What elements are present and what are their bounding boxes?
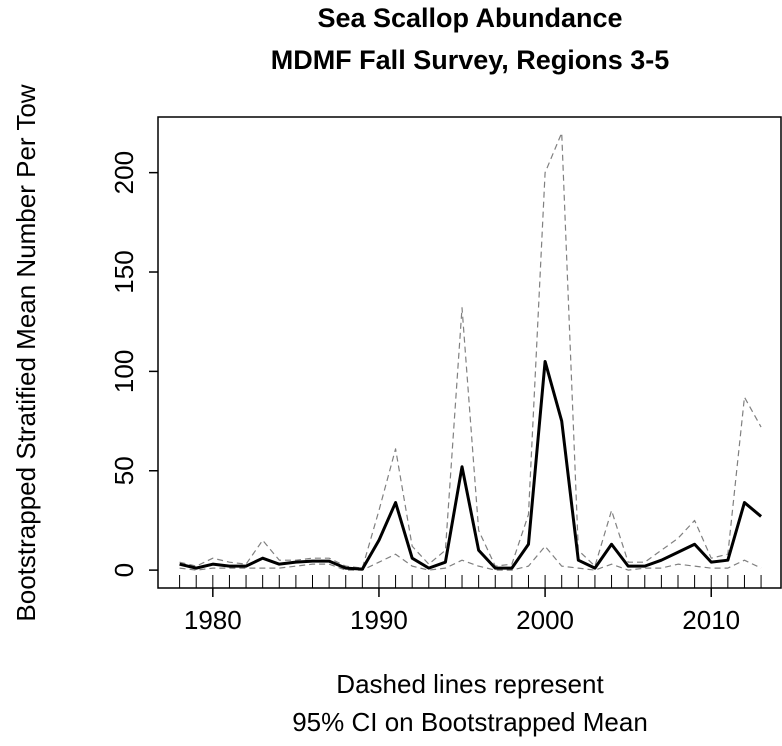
- x-tick-label: 1980: [184, 605, 242, 635]
- x-axis-label: 95% CI on Bootstrapped Mean: [292, 707, 648, 737]
- plot-frame: [157, 116, 782, 589]
- y-tick-label: 0: [109, 563, 139, 577]
- y-axis-label: Bootstrapped Stratified Mean Number Per …: [11, 84, 41, 621]
- chart-title: Sea Scallop Abundance: [317, 3, 622, 33]
- x-tick-label: 1990: [350, 605, 408, 635]
- mean-line: [179, 359, 763, 571]
- x-tick-label: 2010: [682, 605, 740, 635]
- x-axis-label: Dashed lines represent: [336, 669, 604, 699]
- chart-subtitle: MDMF Fall Survey, Regions 3-5: [271, 45, 670, 75]
- y-tick-label: 200: [109, 151, 139, 194]
- y-tick-label: 150: [109, 250, 139, 293]
- ci-line: [179, 132, 762, 569]
- y-tick-label: 50: [109, 456, 139, 485]
- ci-line: [179, 545, 762, 571]
- y-tick-label: 100: [109, 350, 139, 393]
- x-tick-label: 2000: [516, 605, 574, 635]
